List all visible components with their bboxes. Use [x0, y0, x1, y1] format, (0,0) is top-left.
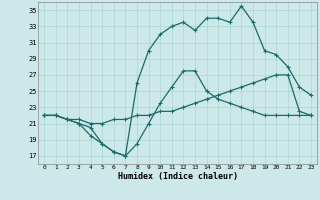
X-axis label: Humidex (Indice chaleur): Humidex (Indice chaleur) [118, 172, 238, 181]
